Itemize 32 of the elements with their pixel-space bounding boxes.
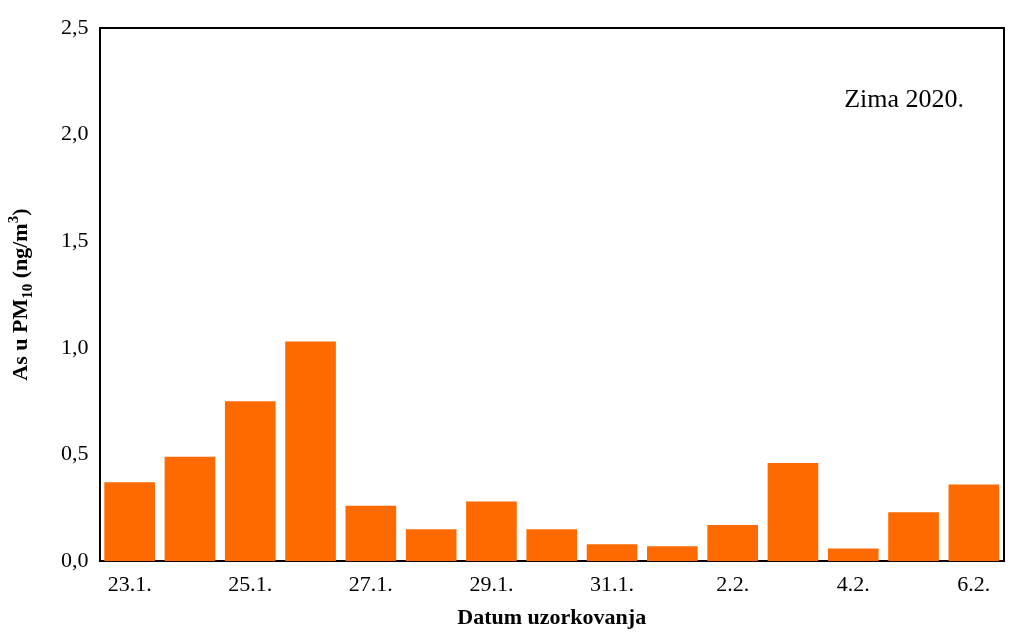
- bar: [104, 482, 155, 562]
- y-tick-label: 2,0: [61, 120, 89, 146]
- bar: [285, 341, 336, 562]
- y-tick-label: 1,5: [61, 227, 89, 253]
- bar: [707, 524, 758, 562]
- bar: [526, 529, 578, 562]
- bar: [164, 456, 216, 562]
- bar: [466, 501, 517, 562]
- bar: [767, 463, 819, 562]
- x-axis-title: Datum uzorkovanja: [457, 604, 647, 630]
- y-tick-label: 0,5: [61, 440, 89, 466]
- x-tick-label: 6.2.: [957, 571, 991, 597]
- bar: [888, 512, 939, 562]
- bar: [224, 401, 276, 562]
- y-tick-label: 2,5: [61, 13, 89, 39]
- bar: [586, 544, 638, 562]
- y-tick-label: 0,0: [61, 546, 89, 572]
- y-axis-title: As u PM10 (ng/m3): [4, 208, 35, 381]
- x-tick-label: 29.1.: [469, 571, 514, 597]
- x-tick-label: 23.1.: [107, 571, 152, 597]
- bar: [647, 546, 698, 562]
- bar: [405, 529, 457, 562]
- bar: [345, 505, 397, 562]
- annotation: Zima 2020.: [844, 83, 964, 113]
- x-tick-label: 27.1.: [348, 571, 393, 597]
- x-tick-label: 25.1.: [228, 571, 273, 597]
- x-tick-label: 4.2.: [836, 571, 870, 597]
- bar: [827, 548, 879, 562]
- x-tick-label: 31.1.: [590, 571, 635, 597]
- y-tick-label: 1,0: [61, 333, 89, 359]
- x-tick-label: 2.2.: [716, 571, 750, 597]
- bar: [948, 484, 1000, 562]
